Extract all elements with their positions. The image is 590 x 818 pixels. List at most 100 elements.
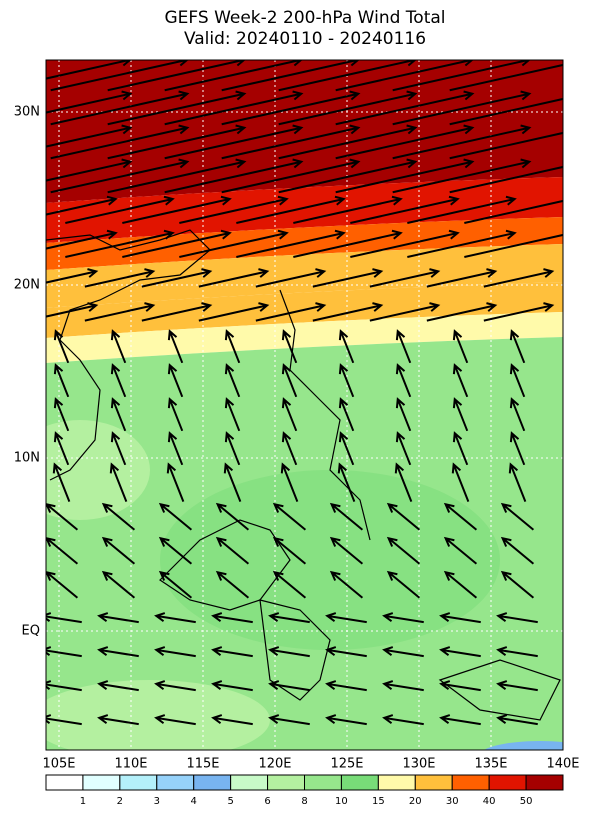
wind-arrow [154, 680, 196, 692]
wind-arrow [109, 462, 128, 502]
wind-arrow [211, 714, 253, 726]
shading-band [46, 217, 563, 270]
wind-arrow [110, 397, 127, 432]
wind-arrow [158, 570, 193, 599]
wind-arrow [278, 60, 417, 92]
wind-arrow [281, 363, 298, 398]
wind-arrow [221, 158, 361, 194]
wind-arrow [268, 612, 310, 624]
x-tick-label: 105E [42, 757, 75, 772]
shading-patch [483, 741, 563, 750]
colorbar-swatch [45, 774, 84, 791]
wind-arrow [272, 502, 307, 531]
wind-arrow [329, 536, 364, 565]
wind-arrow [509, 397, 526, 432]
wind-arrow [449, 165, 563, 194]
wind-arrow [46, 90, 133, 114]
wind-arrow [46, 60, 132, 80]
wind-arrow [382, 646, 424, 658]
colorbar-label: 30 [446, 796, 459, 807]
wind-arrow [439, 680, 481, 692]
wind-arrow [223, 462, 242, 502]
shading-patch [160, 470, 500, 650]
wind-arrow [483, 268, 555, 288]
wind-arrow [46, 612, 82, 624]
wind-arrow [386, 502, 421, 531]
x-tick-label: 135E [474, 757, 507, 772]
colorbar-label: 5 [227, 796, 233, 807]
wind-arrow [211, 612, 253, 624]
wind-arrow [369, 302, 441, 322]
colorbar-swatch [304, 774, 342, 791]
wind-arrow [293, 229, 403, 258]
wind-arrow [46, 195, 118, 216]
wind-arrow [221, 60, 360, 92]
wind-arrow [211, 646, 253, 658]
subtitle: Valid: 20240110 - 20240116 [184, 29, 426, 49]
wind-arrow [426, 302, 498, 322]
wind-arrow [107, 158, 247, 194]
wind-arrow [211, 680, 253, 692]
coastline [259, 599, 331, 701]
wind-arrow [439, 714, 481, 726]
wind-arrow [46, 680, 82, 692]
wind-arrow [509, 329, 526, 364]
wind-arrow [382, 714, 424, 726]
wind-arrow [337, 462, 356, 502]
wind-arrow [141, 302, 213, 322]
wind-arrow [164, 60, 303, 92]
coastline [159, 519, 291, 611]
wind-arrow [464, 230, 563, 258]
wind-arrow [281, 431, 298, 466]
wind-arrow [50, 158, 190, 194]
wind-arrow [164, 158, 304, 194]
wind-arrow [154, 646, 196, 658]
wind-arrow [236, 195, 346, 224]
wind-arrow [392, 60, 531, 92]
wind-arrow [53, 363, 70, 398]
wind-arrow [281, 329, 298, 364]
wind-arrow [325, 714, 367, 726]
wind-arrow [46, 714, 82, 726]
wind-arrow [101, 570, 136, 599]
wind-arrow [439, 646, 481, 658]
colorbar: 1 2 3 4 5 6 8 10 15 20 30 40 50 [45, 774, 564, 807]
wind-arrow [50, 124, 190, 160]
wind-arrow [179, 229, 289, 258]
wind-arrow [110, 431, 127, 466]
wind-arrow [382, 680, 424, 692]
wind-arrow [107, 60, 246, 92]
wind-arrow [97, 646, 139, 658]
wind-arrow [407, 229, 517, 258]
y-tick-label: 30N [14, 105, 40, 120]
wind-arrow [255, 268, 327, 288]
wind-arrow [443, 536, 478, 565]
wind-arrow [278, 124, 418, 160]
map-frame [45, 59, 564, 751]
wind-arrow [386, 570, 421, 599]
wind-arrow [107, 90, 247, 126]
wind-arrow [46, 124, 133, 148]
wind-arrow [224, 363, 241, 398]
shading-band [46, 177, 563, 243]
x-tick-label: 110E [114, 757, 147, 772]
wind-arrow [325, 646, 367, 658]
wind-arrow [496, 714, 538, 726]
wind-arrow [198, 302, 270, 322]
wind-arrow [386, 536, 421, 565]
wind-arrow [53, 329, 70, 364]
wind-arrow [164, 124, 304, 160]
wind-arrow [158, 502, 193, 531]
wind-arrow [122, 229, 232, 258]
wind-arrow [452, 363, 469, 398]
wind-arrow [97, 680, 139, 692]
y-tick-label: EQ [22, 624, 40, 639]
shading-band [46, 312, 563, 363]
wind-arrow [46, 503, 79, 531]
wind-arrow [84, 302, 156, 322]
wind-arrow [167, 397, 184, 432]
wind-arrow [509, 363, 526, 398]
wind-arrow [500, 536, 535, 565]
wind-arrow [46, 158, 133, 182]
wind-arrow [278, 158, 418, 194]
